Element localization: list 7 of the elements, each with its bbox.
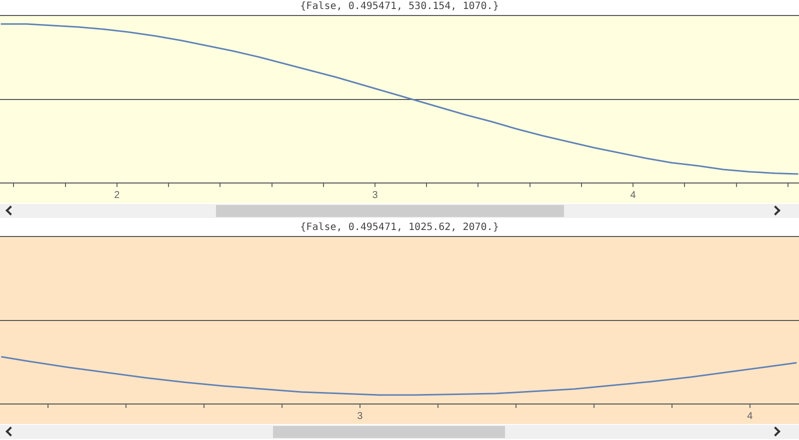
chart-title: {False, 0.495471, 1025.62, 2070.} (299, 221, 500, 235)
x-tick-label: 2 (114, 190, 120, 201)
x-tick-label: 4 (747, 410, 754, 422)
chart-title: {False, 0.495471, 530.154, 1070.} (299, 0, 500, 14)
x-tick-label: 3 (372, 190, 378, 201)
x-tick-label: 4 (630, 190, 636, 201)
x-tick-label: 3 (357, 410, 364, 422)
